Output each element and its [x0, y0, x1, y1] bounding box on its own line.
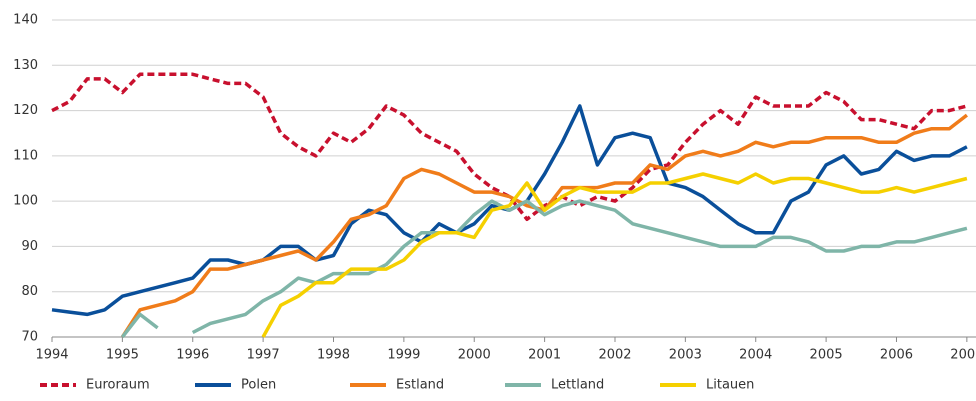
x-tick-label: 1998 [317, 348, 350, 363]
y-tick-label: 70 [21, 330, 38, 345]
y-tick-label: 120 [13, 103, 38, 118]
x-tick-label: 1995 [106, 348, 139, 363]
x-tick-label: 2002 [598, 348, 631, 363]
x-tick-label: 2007 [950, 348, 976, 363]
y-tick-label: 130 [13, 58, 38, 73]
x-tick-label: 2000 [458, 348, 491, 363]
y-tick-label: 80 [21, 284, 38, 299]
y-tick-label: 100 [13, 194, 38, 209]
y-tick-label: 90 [21, 239, 38, 254]
x-tick-label: 1994 [35, 348, 68, 363]
legend-label: Litauen [706, 378, 754, 393]
x-tick-label: 2006 [880, 348, 913, 363]
x-tick-label: 2001 [528, 348, 561, 363]
legend-label: Euroraum [86, 378, 150, 393]
series-line [120, 113, 968, 338]
legend-label: Estland [396, 378, 444, 393]
legend-label: Lettland [551, 378, 604, 393]
x-tick-label: 2004 [739, 348, 772, 363]
series-line [261, 172, 968, 338]
x-tick-label: 2005 [810, 348, 843, 363]
x-tick-label: 1997 [247, 348, 280, 363]
series-line [51, 72, 968, 222]
y-tick-label: 110 [13, 148, 38, 163]
x-tick-label: 1996 [176, 348, 209, 363]
y-tick-label: 140 [13, 13, 38, 28]
x-tick-label: 2003 [669, 348, 702, 363]
legend-label: Polen [241, 378, 276, 393]
x-tick-label: 1999 [387, 348, 420, 363]
series-line [121, 199, 968, 339]
